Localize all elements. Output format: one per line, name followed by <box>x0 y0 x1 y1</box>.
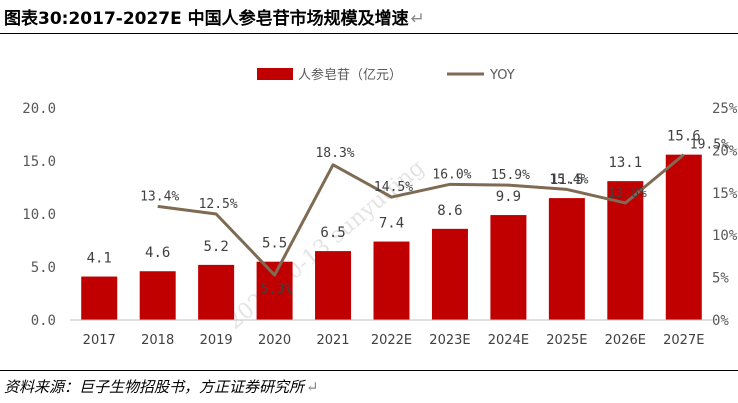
bar-2027e <box>665 154 702 320</box>
yoy-line <box>157 153 685 277</box>
bar-2018 <box>139 271 176 320</box>
y-right-tick-label: 5% <box>712 271 729 287</box>
bar-2017 <box>81 276 118 320</box>
legend-label-line: YOY <box>489 68 515 83</box>
bar-value-label: 9.9 <box>496 189 521 205</box>
legend-swatch-bars <box>257 68 293 80</box>
bar-2021 <box>315 251 352 320</box>
chart-title: 图表30:2017-2027E 中国人参皂苷市场规模及增速 ↵ <box>4 4 425 29</box>
x-tick-label: 2023E <box>429 333 470 348</box>
x-tick-label: 2026E <box>605 333 646 348</box>
y-left-tick-label: 0.0 <box>31 313 56 329</box>
return-mark-icon: ↵ <box>410 9 425 29</box>
x-tick-label: 2021 <box>316 333 349 348</box>
yoy-value-label: 15.9% <box>491 168 530 183</box>
bar-value-label: 4.6 <box>145 245 170 261</box>
x-tick-label: 2022E <box>371 333 412 348</box>
y-left-tick-label: 20.0 <box>22 101 56 117</box>
x-tick-label: 2020 <box>258 333 291 348</box>
x-tick-label: 2019 <box>200 333 233 348</box>
yoy-value-label: 16.0% <box>432 167 471 182</box>
y-right-tick-label: 10% <box>712 228 738 244</box>
bar-2024e <box>490 215 527 320</box>
bar-value-label: 6.5 <box>320 225 345 241</box>
y-right-tick-label: 25% <box>712 101 738 117</box>
y-left-tick-label: 5.0 <box>31 260 56 276</box>
bar-value-label: 11.5 <box>550 172 584 188</box>
bar-2023e <box>431 228 468 320</box>
bottom-rule <box>0 370 738 371</box>
source-text: 资料来源：巨子生物招股书，方正证券研究所 <box>4 378 305 396</box>
source-note: 资料来源：巨子生物招股书，方正证券研究所 ↵ <box>4 376 319 397</box>
chart-title-text: 图表30:2017-2027E 中国人参皂苷市场规模及增速 <box>4 9 409 29</box>
bar-value-label: 5.5 <box>262 236 287 252</box>
yoy-value-label: 12.5% <box>199 197 238 212</box>
bar-2022e <box>373 241 410 320</box>
bar-value-label: 13.1 <box>608 155 642 171</box>
y-left-tick-label: 15.0 <box>22 154 56 170</box>
bar-value-label: 8.6 <box>437 203 462 219</box>
legend-label-bars: 人参皂苷（亿元） <box>298 67 402 83</box>
x-tick-label: 2017 <box>83 333 116 348</box>
yoy-value-label: 14.5% <box>374 180 413 195</box>
return-mark-icon: ↵ <box>306 378 319 396</box>
x-tick-label: 2024E <box>488 333 529 348</box>
bar-2020 <box>256 261 293 320</box>
x-tick-label: 2018 <box>141 333 174 348</box>
y-left-tick-label: 10.0 <box>22 207 56 223</box>
yoy-value-label: 5.3% <box>261 282 292 297</box>
bar-value-label: 15.6 <box>667 129 701 145</box>
yoy-value-label: 15.4% <box>549 172 588 187</box>
bar-value-label: 4.1 <box>87 251 112 267</box>
yoy-value-label: 19.5% <box>690 138 729 153</box>
bar-value-label: 7.4 <box>379 216 404 232</box>
bar-value-label: 5.2 <box>203 239 228 255</box>
y-right-tick-label: 15% <box>712 186 738 202</box>
top-rule <box>0 33 738 34</box>
yoy-value-label: 13.4% <box>140 189 179 204</box>
x-tick-label: 2025E <box>546 333 587 348</box>
yoy-value-label: 18.3% <box>315 146 354 161</box>
y-right-tick-label: 20% <box>712 143 738 159</box>
y-right-tick-label: 0% <box>712 313 729 329</box>
bar-2019 <box>198 264 235 320</box>
bar-2025e <box>548 198 585 320</box>
x-tick-label: 2027E <box>663 333 704 348</box>
yoy-value-label: 13.8% <box>608 186 647 201</box>
